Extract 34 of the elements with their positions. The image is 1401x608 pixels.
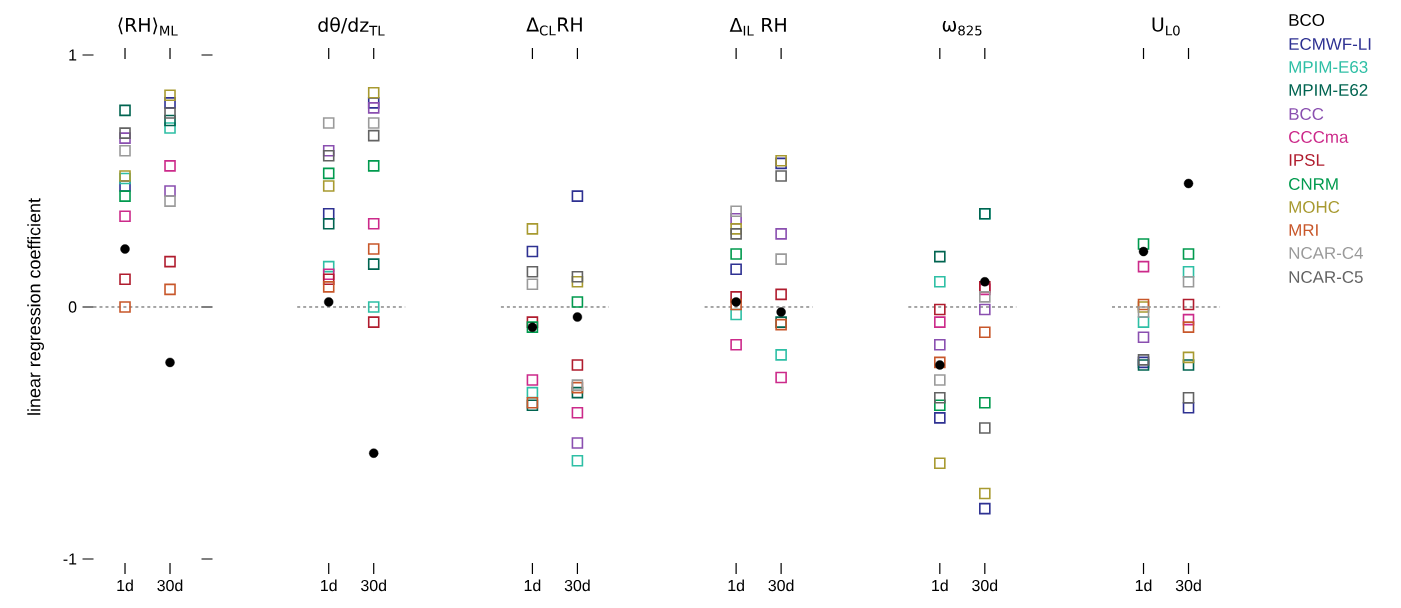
x-tick-label: 1d: [321, 579, 337, 592]
chart-title: Δ$_{CL}$RH: [526, 17, 582, 36]
x-tick-label: 30d: [768, 579, 794, 592]
chart-title: dθ/dz$_{TL}$: [318, 17, 385, 36]
text: NCAR-C4: [1289, 246, 1363, 259]
text: MPIM-E62: [1289, 83, 1368, 96]
chart-title: ⟨RH⟩$_{ML}$: [118, 17, 178, 36]
x-tick-label: 30d: [972, 579, 998, 592]
chart-title: U$_{L0}$: [1152, 17, 1180, 36]
x-tick-label: 1d: [1135, 579, 1152, 592]
chart-title: ω$_{825}$: [942, 21, 982, 36]
text: MPIM-E63: [1289, 60, 1368, 73]
y-tick-label: 0: [68, 301, 77, 313]
y-axis-title: linear regression coefficient: [27, 198, 44, 415]
text: BCC: [1289, 107, 1324, 120]
text: BCO: [1289, 13, 1325, 26]
chart-title: Δ$_{IL}$ RH: [729, 17, 786, 36]
x-tick-label: 1d: [932, 579, 948, 592]
x-tick-label: 30d: [361, 579, 386, 592]
y-tick-label: 1: [69, 49, 77, 61]
text: MRI: [1289, 224, 1318, 236]
x-tick-label: 30d: [564, 579, 590, 592]
text: MOHC: [1289, 200, 1340, 213]
y-tick-label: -1: [63, 553, 77, 565]
x-tick-label: 1d: [728, 579, 744, 592]
text: CCCma: [1289, 130, 1349, 143]
text: CNRM: [1289, 177, 1338, 190]
x-tick-label: 30d: [157, 579, 183, 592]
text: IPSL: [1289, 153, 1325, 166]
text: ECMWF-LI: [1289, 37, 1371, 50]
x-tick-label: 1d: [117, 579, 133, 592]
x-tick-label: 1d: [524, 579, 541, 592]
x-tick-label: 30d: [1175, 579, 1201, 592]
text: NCAR-C5: [1289, 270, 1363, 283]
